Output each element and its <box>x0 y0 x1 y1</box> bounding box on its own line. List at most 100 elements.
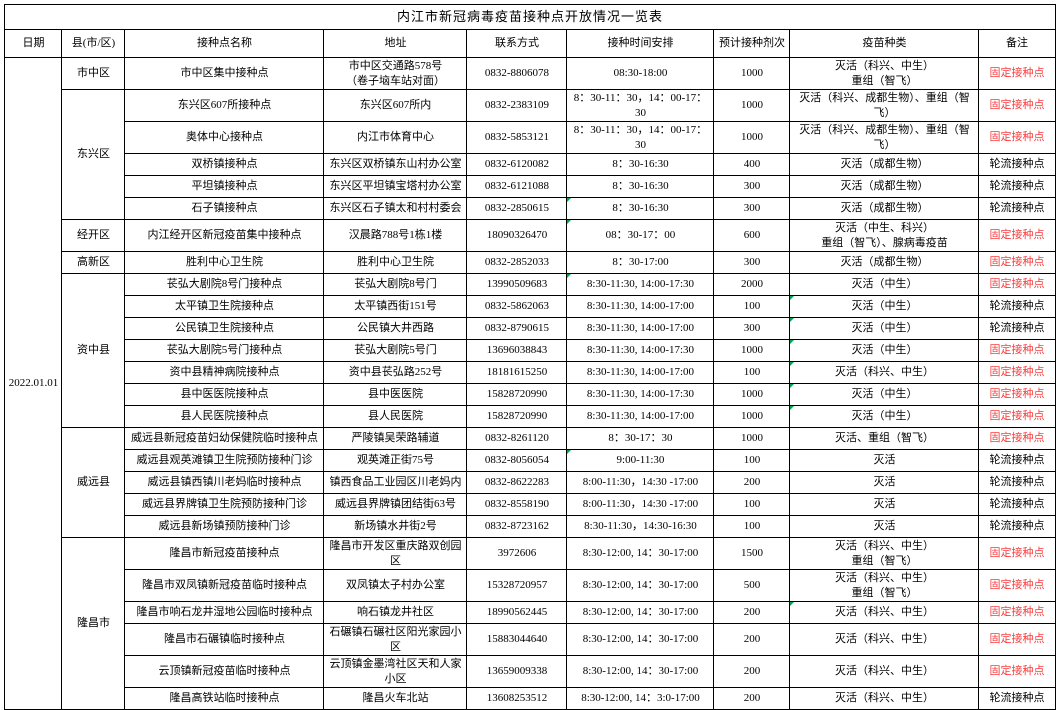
vaccine-cell: 灭活、重组（智飞） <box>789 427 980 451</box>
remark-cell: 轮流接种点 <box>978 449 1056 473</box>
time-cell: 8：30-17：30 <box>566 427 715 451</box>
time-cell: 8:00-11:30，14:30 -17:00 <box>566 493 715 517</box>
remark-cell: 固定接种点 <box>978 569 1056 603</box>
remark-cell: 固定接种点 <box>978 383 1056 407</box>
vaccine-cell: 灭活（科兴、中生） <box>789 655 980 689</box>
remark-cell: 轮流接种点 <box>978 153 1056 177</box>
doses-cell: 200 <box>713 471 791 495</box>
remark-cell: 固定接种点 <box>978 427 1056 451</box>
contact-cell: 13608253512 <box>466 687 568 710</box>
contact-cell: 15883044640 <box>466 623 568 657</box>
site-cell: 县中医医院接种点 <box>124 383 325 407</box>
address-cell: 观英滩正街75号 <box>323 449 468 473</box>
doses-cell: 400 <box>713 153 791 177</box>
table-row: 云顶镇新冠疫苗临时接种点 云顶镇金墨湾社区天和人家小区 13659009338 8:3… <box>5 655 1056 689</box>
remark-cell: 固定接种点 <box>978 56 1056 91</box>
vaccine-cell: 灭活（中生） <box>789 295 980 319</box>
doses-cell: 100 <box>713 361 791 385</box>
cell-corner-mark-icon <box>790 384 795 389</box>
time-cell: 8：30-11：30，14：00-17：30 <box>566 121 715 155</box>
time-cell: 8:30-11:30, 14:00-17:00 <box>566 361 715 385</box>
contact-cell: 0832-8558190 <box>466 493 568 517</box>
site-cell: 县人民医院接种点 <box>124 405 325 429</box>
site-cell: 苌弘大剧院5号门接种点 <box>124 339 325 363</box>
site-cell: 胜利中心卫生院 <box>124 251 325 275</box>
address-cell: 县人民医院 <box>323 405 468 429</box>
contact-cell: 13696038843 <box>466 339 568 363</box>
address-cell: 东兴区石子镇太和村村委会 <box>323 197 468 221</box>
remark-cell: 固定接种点 <box>978 361 1056 385</box>
table-row: 平坦镇接种点 东兴区平坦镇宝塔村办公室 0832-6121088 8：30-16:30… <box>5 175 1056 199</box>
table-row: 威远县镇西镇川老妈临时接种点 镇西食品工业园区川老妈内 0832-8622283 8:… <box>5 471 1056 495</box>
time-cell: 8:00-11:30，14:30 -17:00 <box>566 471 715 495</box>
site-cell: 太平镇卫生院接种点 <box>124 295 325 319</box>
doses-cell: 200 <box>713 687 791 710</box>
column-header: 联系方式 <box>466 29 568 58</box>
contact-cell: 13990509683 <box>466 273 568 297</box>
vaccine-cell: 灭活（中生） <box>789 317 980 341</box>
time-cell: 8:30-11:30, 14:00-17:00 <box>566 295 715 319</box>
table-row: 奥体中心接种点 内江市体育中心 0832-5853121 8：30-11：30，14：… <box>5 121 1056 155</box>
doses-cell: 1500 <box>713 537 791 571</box>
address-cell: 太平镇西街151号 <box>323 295 468 319</box>
vaccine-cell: 灭活（成都生物） <box>789 251 980 275</box>
time-cell: 8：30-16:30 <box>566 197 715 221</box>
site-cell: 石子镇接种点 <box>124 197 325 221</box>
site-cell: 威远县新场镇预防接种门诊 <box>124 515 325 539</box>
address-cell: 汉晨路788号1栋1楼 <box>323 219 468 253</box>
vaccine-cell: 灭活（科兴、中生） <box>789 687 980 710</box>
table-row: 隆昌市 隆昌市新冠疫苗接种点 隆昌市开发区重庆路双创园区 3972606 8:30-12… <box>5 537 1056 710</box>
address-cell: 镇西食品工业园区川老妈内 <box>323 471 468 495</box>
address-cell: 胜利中心卫生院 <box>323 251 468 275</box>
site-cell: 资中县精神病院接种点 <box>124 361 325 385</box>
time-cell: 8:30-11:30, 14:00-17:00 <box>566 405 715 429</box>
vaccine-cell: 灭活（中生） <box>789 339 980 363</box>
site-cell: 平坦镇接种点 <box>124 175 325 199</box>
time-cell: 8：30-16:30 <box>566 175 715 199</box>
contact-cell: 0832-6121088 <box>466 175 568 199</box>
doses-cell: 300 <box>713 317 791 341</box>
column-header-row: 日期 县(市/区) 接种点名称 地址 联系方式 接种时间安排 预计接种剂次 疫苗种类 备注 <box>4 29 1056 58</box>
doses-cell: 100 <box>713 449 791 473</box>
cell-corner-mark-icon <box>790 296 795 301</box>
contact-cell: 15828720990 <box>466 383 568 407</box>
remark-cell: 固定接种点 <box>978 89 1056 123</box>
address-cell: 县中医医院 <box>323 383 468 407</box>
site-cell: 奥体中心接种点 <box>124 121 325 155</box>
vaccine-cell: 灭活（科兴、中生） 重组（智飞） <box>789 537 980 571</box>
title-row: 内江市新冠病毒疫苗接种点开放情况一览表 <box>4 4 1056 30</box>
site-cell: 东兴区607所接种点 <box>124 89 325 123</box>
contact-cell: 0832-8723162 <box>466 515 568 539</box>
address-cell: 隆昌火车北站 <box>323 687 468 710</box>
table-row: 2022.01.01 市中区 市中区集中接种点 市中区交通路578号 （卷子垴车站对面… <box>4 56 1056 710</box>
cell-corner-mark-icon <box>790 340 795 345</box>
time-cell: 8:30-11:30, 14:00-17:30 <box>566 339 715 363</box>
doses-cell: 1000 <box>713 405 791 429</box>
vaccine-cell: 灭活（科兴、中生） <box>789 623 980 657</box>
contact-cell: 15828720990 <box>466 405 568 429</box>
remark-cell: 轮流接种点 <box>978 515 1056 539</box>
contact-cell: 13659009338 <box>466 655 568 689</box>
doses-cell: 300 <box>713 251 791 275</box>
table-row: 县中医医院接种点 县中医医院 15828720990 8:30-11:30, 14:0… <box>5 383 1056 407</box>
doses-cell: 1000 <box>713 121 791 155</box>
remark-cell: 轮流接种点 <box>978 471 1056 495</box>
address-cell: 资中县苌弘路252号 <box>323 361 468 385</box>
time-cell: 8：30-11：30，14：00-17：30 <box>566 89 715 123</box>
remark-cell: 固定接种点 <box>978 405 1056 429</box>
site-cell: 隆昌高铁站临时接种点 <box>124 687 325 710</box>
district-cell: 高新区 <box>61 251 126 275</box>
site-cell: 双桥镇接种点 <box>124 153 325 177</box>
site-cell: 公民镇卫生院接种点 <box>124 317 325 341</box>
doses-cell: 100 <box>713 515 791 539</box>
address-cell: 东兴区平坦镇宝塔村办公室 <box>323 175 468 199</box>
column-header: 日期 <box>4 29 63 58</box>
column-header: 接种时间安排 <box>566 29 715 58</box>
contact-cell: 0832-5862063 <box>466 295 568 319</box>
time-cell: 8:30-12:00, 14：30-17:00 <box>566 569 715 603</box>
contact-cell: 18090326470 <box>466 219 568 253</box>
table-row: 资中县 苌弘大剧院8号门接种点 苌弘大剧院8号门 13990509683 8:30-11… <box>5 273 1056 429</box>
table-row: 隆昌市响石龙井湿地公园临时接种点 响石镇龙井社区 18990562445 8:30-1… <box>5 601 1056 625</box>
address-cell: 新场镇水井街2号 <box>323 515 468 539</box>
address-cell: 隆昌市开发区重庆路双创园区 <box>323 537 468 571</box>
